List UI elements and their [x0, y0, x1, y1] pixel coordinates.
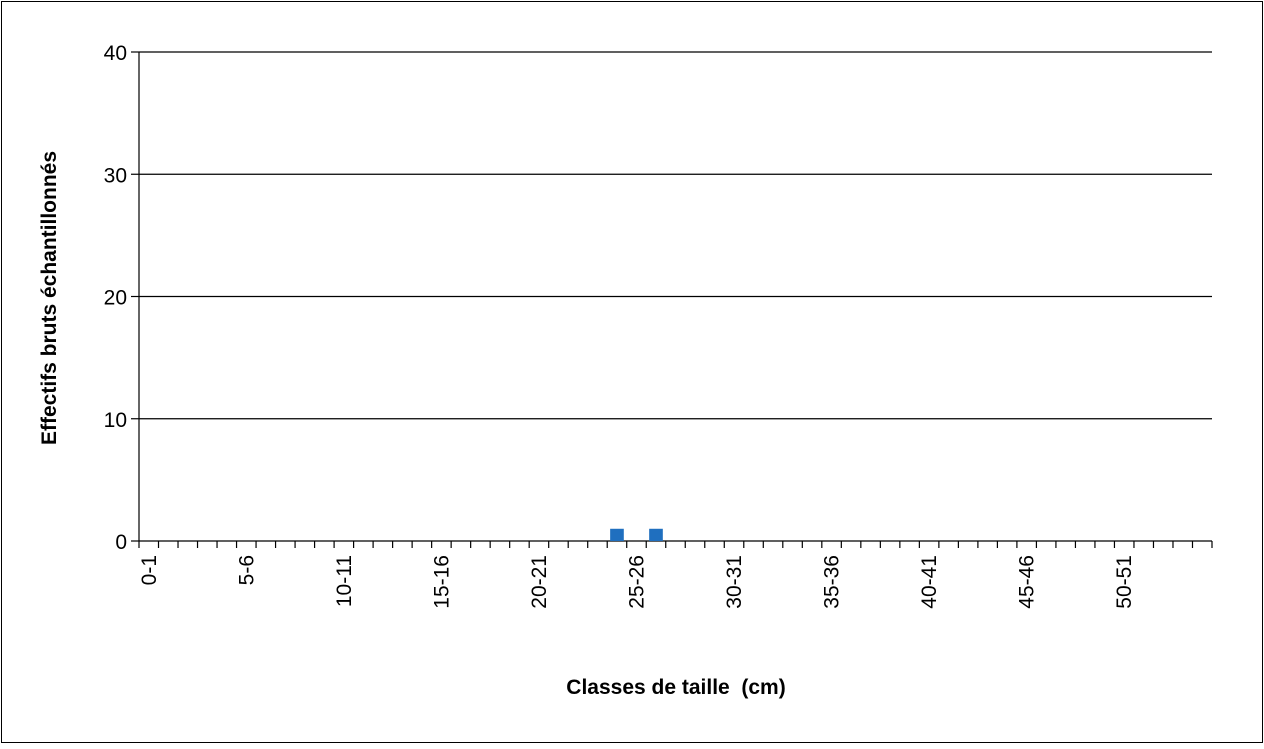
- x-tick-label: 45-46: [1016, 555, 1039, 609]
- x-tick-label: 5-6: [235, 555, 258, 585]
- bar: [649, 528, 663, 541]
- gridlines: [139, 51, 1212, 420]
- bar: [610, 528, 624, 541]
- x-tick-label: 35-36: [821, 555, 844, 609]
- x-tick-label: 50-51: [1113, 555, 1136, 609]
- x-axis-label: Classes de taille (cm): [566, 676, 785, 699]
- x-tick-label: 40-41: [918, 555, 941, 609]
- y-axis-label: Effectifs bruts échantillonnés: [38, 151, 61, 445]
- y-tick-label: 30: [104, 164, 127, 187]
- x-tick-label: 10-11: [333, 555, 356, 607]
- y-tick-label: 0: [115, 531, 127, 554]
- x-tick-label: 30-31: [723, 555, 746, 609]
- x-tick-label: 15-16: [430, 555, 453, 609]
- y-tick-label: 40: [104, 42, 127, 65]
- x-axis-ticks: 0-1 5-6 10-11 15-16 20-21 25-26 30-31 35-36 40-4…: [138, 541, 1213, 609]
- y-tick-label: 10: [104, 409, 127, 432]
- x-tick-label: 20-21: [528, 555, 551, 609]
- y-axis-ticks: 0 10 20 30 40: [104, 42, 139, 554]
- x-tick-label: 0-1: [138, 555, 161, 585]
- y-tick-label: 20: [104, 287, 127, 310]
- bars: [610, 528, 663, 541]
- x-tick-label: 25-26: [625, 555, 648, 609]
